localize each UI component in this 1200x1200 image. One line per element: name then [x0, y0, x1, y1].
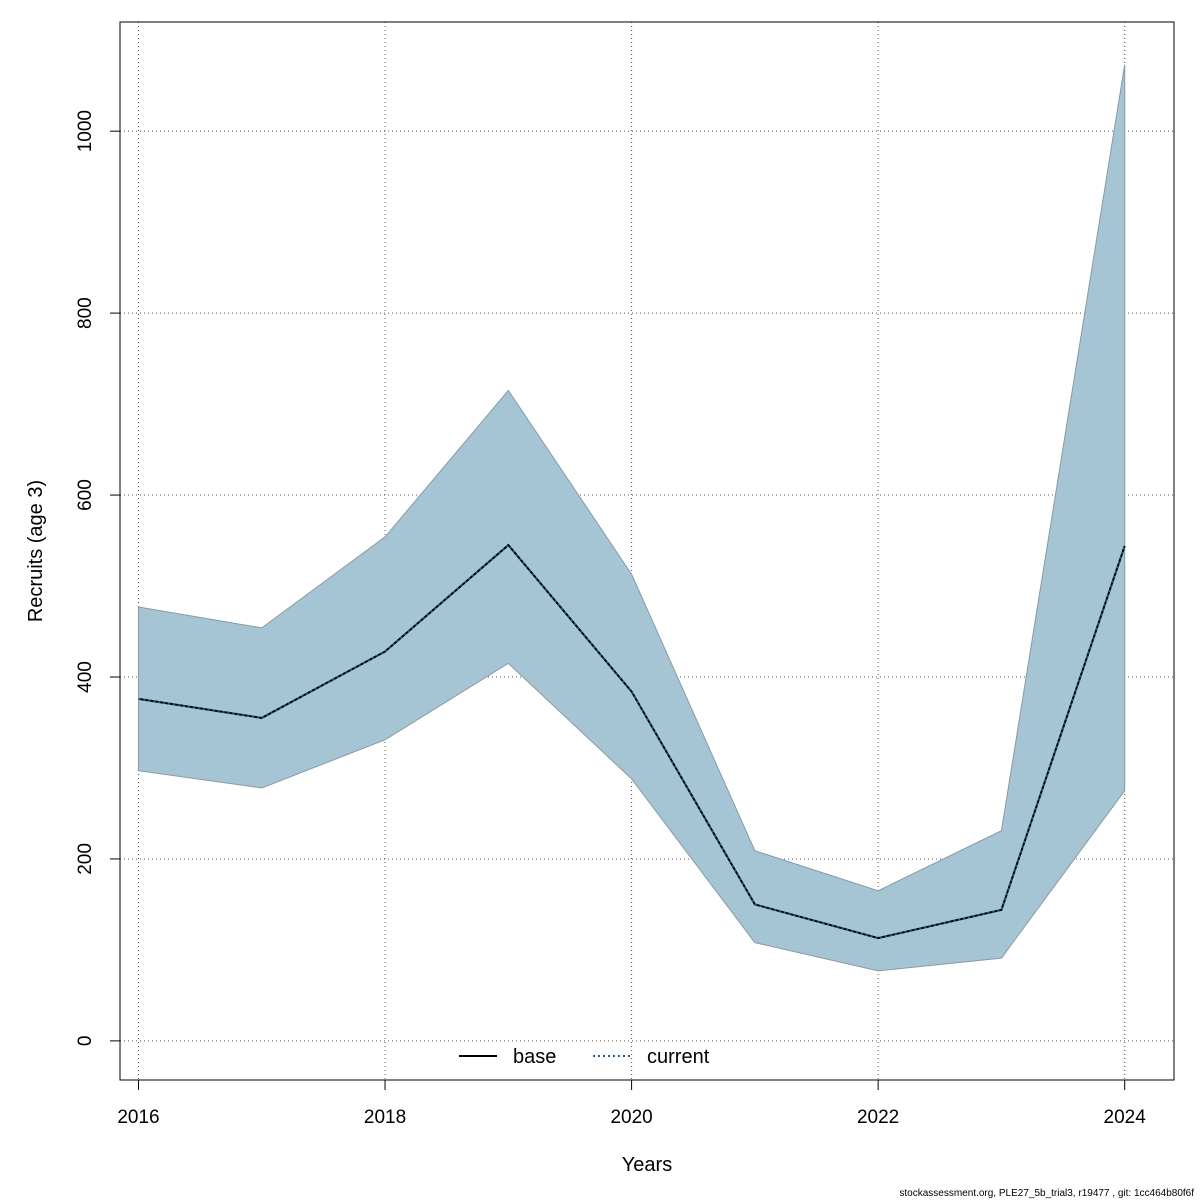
- y-tick-label-400: 400: [75, 661, 96, 693]
- y-tick-label-1000: 1000: [75, 110, 96, 152]
- y-tick-label-800: 800: [75, 297, 96, 329]
- y-tick-label-200: 200: [75, 843, 96, 875]
- confidence-band: [137, 64, 1126, 972]
- y-axis-title: Recruits (age 3): [25, 480, 47, 622]
- confidence-band-layer: [137, 64, 1126, 972]
- legend: base current: [459, 1046, 710, 1068]
- series-line-current: [138, 543, 1126, 940]
- legend-label-base: base: [513, 1046, 556, 1068]
- x-tick-label-2024: 2024: [1104, 1107, 1147, 1128]
- x-tick-label-2016: 2016: [117, 1107, 159, 1128]
- axis-ticks: 2016 2018 2020 2022 2024 0 200 400 600 800 1000: [75, 110, 1146, 1128]
- x-tick-label-2018: 2018: [364, 1107, 406, 1128]
- footnote: stockassessment.org, PLE27_5b_trial3, r1…: [899, 1188, 1194, 1199]
- legend-label-current: current: [647, 1046, 710, 1068]
- y-tick-label-600: 600: [75, 479, 96, 511]
- x-tick-label-2020: 2020: [610, 1107, 652, 1128]
- x-tick-label-2022: 2022: [857, 1107, 899, 1128]
- x-axis-title: Years: [622, 1154, 672, 1176]
- series-lines-layer: [138, 543, 1126, 940]
- y-tick-label-0: 0: [75, 1036, 96, 1047]
